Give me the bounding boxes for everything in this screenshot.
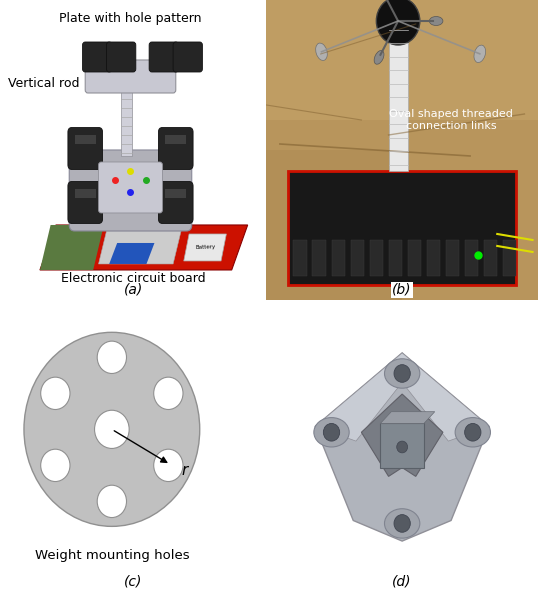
Text: (a): (a)	[124, 283, 143, 297]
Text: (c): (c)	[124, 574, 143, 588]
Bar	[288, 171, 516, 285]
Text: Oval shaped threaded
connection links: Oval shaped threaded connection links	[389, 109, 513, 131]
Polygon shape	[109, 243, 154, 264]
Circle shape	[24, 332, 200, 526]
Circle shape	[465, 424, 481, 441]
Ellipse shape	[385, 508, 420, 538]
FancyBboxPatch shape	[159, 128, 193, 169]
Bar	[484, 240, 497, 276]
Polygon shape	[40, 225, 104, 270]
FancyBboxPatch shape	[69, 150, 192, 231]
FancyBboxPatch shape	[107, 42, 136, 72]
Polygon shape	[184, 234, 226, 261]
Bar	[427, 240, 440, 276]
Bar	[388, 240, 402, 276]
Ellipse shape	[474, 45, 486, 62]
Polygon shape	[315, 353, 489, 441]
Bar	[294, 240, 307, 276]
Bar	[75, 189, 96, 198]
FancyBboxPatch shape	[159, 182, 193, 223]
Text: Plate with hole pattern: Plate with hole pattern	[59, 12, 202, 25]
Bar	[75, 135, 96, 144]
Bar	[165, 189, 187, 198]
Circle shape	[41, 377, 70, 409]
FancyBboxPatch shape	[68, 182, 103, 223]
FancyBboxPatch shape	[82, 42, 112, 72]
Polygon shape	[362, 394, 443, 476]
Polygon shape	[380, 412, 435, 424]
Circle shape	[154, 449, 183, 482]
Bar	[121, 90, 132, 156]
Text: Vertical rod: Vertical rod	[8, 77, 80, 90]
Text: (b): (b)	[392, 283, 412, 297]
Circle shape	[323, 424, 339, 441]
Circle shape	[394, 514, 410, 532]
Ellipse shape	[316, 43, 327, 61]
FancyBboxPatch shape	[173, 42, 202, 72]
Text: (d): (d)	[392, 574, 412, 588]
Text: Weight mounting holes: Weight mounting holes	[34, 549, 189, 563]
Bar	[331, 240, 345, 276]
Ellipse shape	[385, 359, 420, 388]
Polygon shape	[380, 424, 424, 467]
Ellipse shape	[374, 50, 384, 64]
Bar	[370, 240, 383, 276]
Bar	[266, 0, 538, 120]
Bar	[388, 21, 408, 171]
Text: Electronic circuit board: Electronic circuit board	[61, 273, 206, 286]
Text: Battery: Battery	[195, 245, 215, 250]
Bar	[465, 240, 478, 276]
Bar	[445, 240, 459, 276]
Bar	[313, 240, 326, 276]
Bar	[351, 240, 364, 276]
Circle shape	[97, 485, 126, 517]
FancyBboxPatch shape	[149, 42, 179, 72]
Ellipse shape	[455, 418, 491, 447]
FancyBboxPatch shape	[98, 162, 162, 213]
Circle shape	[95, 410, 129, 448]
Ellipse shape	[429, 17, 443, 26]
FancyBboxPatch shape	[68, 128, 103, 169]
Ellipse shape	[314, 418, 349, 447]
Text: r: r	[181, 463, 187, 478]
FancyBboxPatch shape	[85, 60, 176, 93]
Circle shape	[41, 449, 70, 482]
Bar	[165, 135, 187, 144]
Circle shape	[397, 441, 408, 453]
Circle shape	[394, 365, 410, 383]
Bar	[502, 240, 516, 276]
Polygon shape	[98, 231, 181, 264]
Circle shape	[154, 377, 183, 409]
Bar	[266, 150, 402, 300]
Polygon shape	[40, 225, 247, 270]
Circle shape	[377, 0, 420, 45]
Bar	[408, 240, 421, 276]
Circle shape	[97, 341, 126, 374]
Polygon shape	[315, 353, 489, 541]
